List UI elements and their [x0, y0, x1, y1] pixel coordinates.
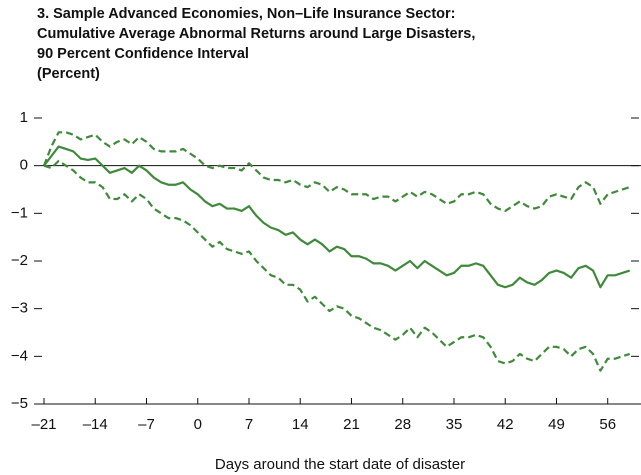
x-tick-label: 56 — [599, 416, 616, 433]
y-tick-label: −5 — [11, 395, 28, 412]
x-tick-label: –14 — [83, 416, 108, 433]
x-tick-label: 21 — [343, 416, 360, 433]
x-tick-label: 35 — [446, 416, 463, 433]
x-tick-label: –7 — [138, 416, 155, 433]
x-axis-label: Days around the start date of disaster — [215, 456, 465, 473]
x-tick-label: 14 — [292, 416, 309, 433]
chart-title-line: 3. Sample Advanced Economies, Non–Life I… — [37, 6, 455, 22]
y-tick-label: −4 — [11, 347, 28, 364]
y-tick-label: −1 — [11, 204, 28, 221]
x-tick-label: 28 — [394, 416, 411, 433]
confidence-line — [42, 131, 631, 213]
x-tick-label: 49 — [548, 416, 565, 433]
x-tick-label: –21 — [31, 416, 56, 433]
chart-title-line: 90 Percent Confidence Interval — [37, 46, 249, 62]
y-tick-label: −3 — [11, 300, 28, 317]
x-tick-label: 0 — [194, 416, 202, 433]
confidence-line — [43, 159, 631, 372]
x-tick-label: 7 — [245, 416, 253, 433]
chart-title-line: Cumulative Average Abnormal Returns arou… — [37, 26, 475, 42]
x-tick-label: 42 — [497, 416, 514, 433]
y-tick-label: 1 — [20, 109, 28, 126]
y-tick-label: 0 — [20, 157, 28, 174]
series-line — [43, 145, 631, 289]
y-tick-label: −2 — [11, 252, 28, 269]
chart-subtitle: (Percent) — [37, 66, 100, 82]
